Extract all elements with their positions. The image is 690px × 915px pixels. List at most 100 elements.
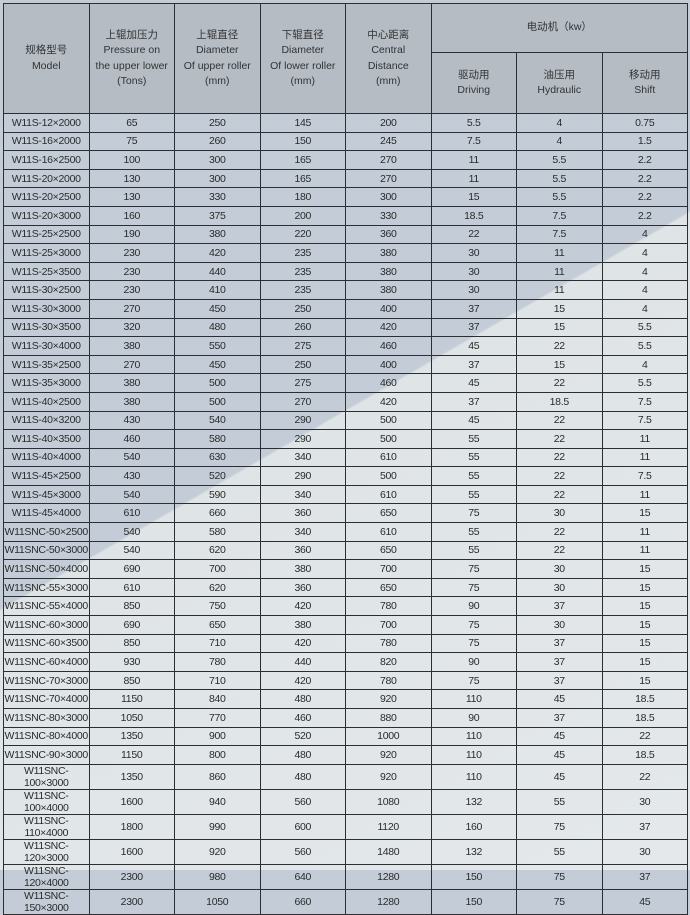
cell-upper-diameter: 630 — [174, 447, 261, 468]
table-row: W11SNC-100×3000 1350 860 480 920 110 45 22 — [3, 763, 688, 790]
cell-lower-diameter: 270 — [259, 391, 346, 412]
cell-center-distance: 1480 — [345, 838, 432, 865]
cell-lower-diameter: 560 — [259, 788, 346, 815]
cell-lower-diameter: 480 — [259, 763, 346, 790]
cell-lower-diameter: 360 — [259, 540, 346, 561]
cell-model: W11S-12×2000 — [3, 113, 90, 133]
cell-center-distance: 380 — [345, 280, 432, 300]
cell-driving-kw: 90 — [430, 652, 517, 672]
cell-shift-kw: 37 — [601, 863, 688, 890]
cell-model: W11S-45×2500 — [3, 466, 90, 486]
cell-driving-kw: 37 — [430, 391, 517, 412]
cell-pressure: 540 — [88, 522, 175, 542]
cell-upper-diameter: 780 — [174, 652, 261, 672]
cell-center-distance: 460 — [345, 373, 432, 393]
cell-upper-diameter: 300 — [174, 150, 261, 170]
table-row: W11S-30×4000 380 550 275 460 45 22 5.5 — [3, 336, 688, 356]
cell-lower-diameter: 340 — [259, 447, 346, 468]
cell-hydraulic-kw: 18.5 — [516, 391, 603, 412]
table-row: W11SNC-55×3000 610 620 360 650 75 30 15 — [3, 577, 688, 598]
cell-shift-kw: 45 — [601, 888, 688, 915]
cell-model: W11S-40×3500 — [3, 429, 90, 449]
cell-center-distance: 610 — [345, 447, 432, 468]
cell-shift-kw: 22 — [601, 763, 688, 790]
header-lower-en1: Diameter — [281, 44, 325, 56]
cell-driving-kw: 55 — [430, 484, 517, 505]
cell-hydraulic-kw: 22 — [516, 429, 603, 449]
cell-driving-kw: 15 — [430, 187, 517, 207]
cell-pressure: 850 — [88, 633, 175, 654]
cell-shift-kw: 5.5 — [601, 373, 688, 393]
cell-driving-kw: 30 — [430, 280, 517, 300]
cell-shift-kw: 4 — [601, 224, 688, 245]
table-row: W11SNC-100×4000 1600 940 560 1080 132 55 30 — [3, 788, 688, 815]
cell-upper-diameter: 700 — [174, 559, 261, 579]
cell-pressure: 540 — [88, 540, 175, 561]
cell-lower-diameter: 260 — [259, 317, 346, 338]
table-row: W11S-16×2500 100 300 165 270 11 5.5 2.2 — [3, 150, 688, 170]
cell-shift-kw: 18.5 — [601, 708, 688, 728]
cell-lower-diameter: 460 — [259, 708, 346, 728]
cell-model: W11SNC-60×3500 — [3, 633, 90, 654]
table-row: W11S-40×4000 540 630 340 610 55 22 11 — [3, 447, 688, 468]
cell-shift-kw: 15 — [601, 577, 688, 598]
cell-upper-diameter: 840 — [174, 689, 261, 709]
cell-lower-diameter: 420 — [259, 670, 346, 691]
cell-upper-diameter: 620 — [174, 540, 261, 561]
cell-model: W11SNC-100×3000 — [3, 763, 90, 790]
cell-lower-diameter: 480 — [259, 745, 346, 765]
cell-lower-diameter: 275 — [259, 373, 346, 393]
table-row: W11SNC-110×4000 1800 990 600 1120 160 75 37 — [3, 813, 688, 840]
header-upper-diameter: 上辊直径 Diameter Of upper roller (mm) — [174, 3, 261, 114]
cell-shift-kw: 22 — [601, 726, 688, 747]
cell-shift-kw: 2.2 — [601, 205, 688, 226]
cell-pressure: 320 — [88, 317, 175, 338]
cell-upper-diameter: 860 — [174, 763, 261, 790]
cell-pressure: 130 — [88, 187, 175, 207]
cell-upper-diameter: 710 — [174, 670, 261, 691]
cell-model: W11SNC-80×4000 — [3, 726, 90, 747]
cell-upper-diameter: 800 — [174, 745, 261, 765]
cell-hydraulic-kw: 45 — [516, 763, 603, 790]
cell-hydraulic-kw: 5.5 — [516, 150, 603, 170]
header-hydraulic: 油压用 Hydraulic — [516, 52, 603, 114]
cell-center-distance: 1280 — [345, 888, 432, 915]
cell-hydraulic-kw: 45 — [516, 689, 603, 709]
cell-pressure: 270 — [88, 354, 175, 375]
header-upper-cn: 上辊直径 — [196, 28, 239, 41]
cell-model: W11SNC-150×3000 — [3, 888, 90, 915]
cell-model: W11SNC-55×3000 — [3, 577, 90, 598]
cell-model: W11S-30×3500 — [3, 317, 90, 338]
cell-pressure: 380 — [88, 336, 175, 356]
cell-driving-kw: 75 — [430, 633, 517, 654]
cell-driving-kw: 45 — [430, 336, 517, 356]
cell-hydraulic-kw: 22 — [516, 466, 603, 486]
cell-shift-kw: 18.5 — [601, 689, 688, 709]
cell-model: W11S-25×3500 — [3, 261, 90, 282]
cell-center-distance: 500 — [345, 466, 432, 486]
cell-driving-kw: 18.5 — [430, 205, 517, 226]
cell-lower-diameter: 220 — [259, 224, 346, 245]
cell-pressure: 1050 — [88, 708, 175, 728]
table-row: W11S-30×3000 270 450 250 400 37 15 4 — [3, 298, 688, 319]
table-row: W11SNC-80×3000 1050 770 460 880 90 37 18.5 — [3, 708, 688, 728]
table-row: W11SNC-90×3000 1150 800 480 920 110 45 18.5 — [3, 745, 688, 765]
cell-lower-diameter: 380 — [259, 559, 346, 579]
header-shift: 移动用 Shift — [601, 52, 688, 114]
header-lower-en2: Of lower roller — [270, 59, 336, 72]
cell-shift-kw: 7.5 — [601, 466, 688, 486]
cell-model: W11SNC-50×3000 — [3, 540, 90, 561]
cell-lower-diameter: 165 — [259, 150, 346, 170]
cell-driving-kw: 110 — [430, 745, 517, 765]
cell-driving-kw: 55 — [430, 466, 517, 486]
cell-center-distance: 420 — [345, 391, 432, 412]
cell-upper-diameter: 660 — [174, 503, 261, 524]
cell-pressure: 1350 — [88, 726, 175, 747]
cell-upper-diameter: 940 — [174, 788, 261, 815]
cell-lower-diameter: 145 — [259, 113, 346, 133]
cell-pressure: 230 — [88, 280, 175, 300]
cell-pressure: 270 — [88, 298, 175, 319]
cell-driving-kw: 55 — [430, 522, 517, 542]
header-lower-cn: 下辊直径 — [281, 28, 324, 41]
cell-lower-diameter: 640 — [259, 863, 346, 890]
